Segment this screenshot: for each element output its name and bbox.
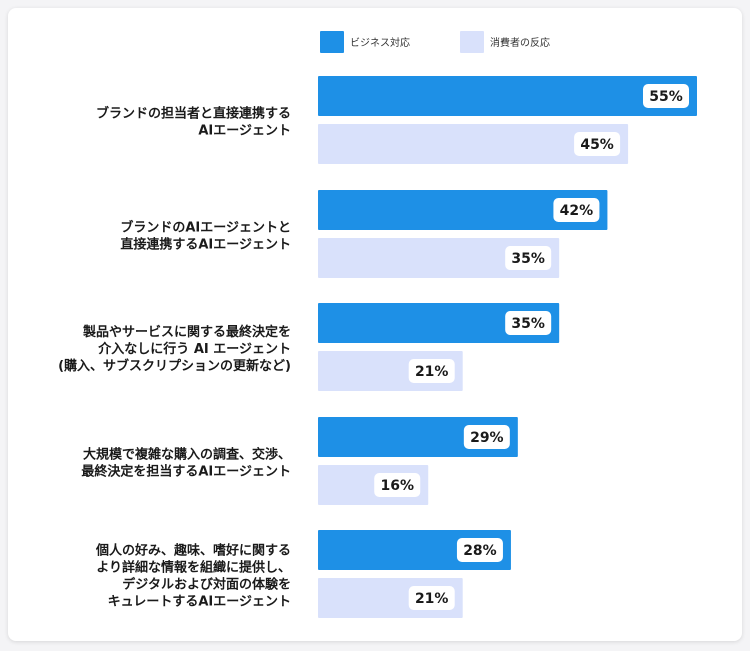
- category-label-5-line-3: デジタルおよび対面の体験を: [122, 577, 291, 593]
- value-label-business-4: 29%: [470, 430, 504, 446]
- category-label-3-line-3: (購入、サブスクリプションの更新など): [58, 358, 291, 374]
- bar-consumer-2: [318, 238, 560, 278]
- value-label-consumer-3: 21%: [415, 364, 449, 380]
- value-badge-business-4: [463, 425, 510, 449]
- category-label-2-line-2: 直接連携するAIエージェント: [120, 237, 291, 253]
- legend-label-1: ビジネス対応: [350, 36, 410, 49]
- category-label-2-line-1: ブランドのAIエージェントと: [120, 220, 291, 236]
- category-label-4-line-2: 最終決定を担当するAIエージェント: [81, 464, 291, 480]
- category-label-4-line-1: 大規模で複雑な購入の調査、交渉、: [83, 447, 291, 463]
- value-badge-consumer-4: [374, 473, 421, 497]
- value-label-consumer-5: 21%: [415, 591, 449, 607]
- value-badge-consumer-2: [505, 246, 552, 270]
- value-label-consumer-1: 45%: [580, 137, 614, 153]
- value-label-consumer-4: 16%: [380, 478, 414, 494]
- value-label-consumer-2: 35%: [511, 251, 545, 267]
- value-label-business-5: 28%: [463, 543, 497, 559]
- value-badge-business-1: [643, 84, 689, 108]
- bar-business-3: [318, 303, 560, 343]
- category-label-5-line-2: より詳細な情報を組織に提供し、: [96, 560, 291, 576]
- value-badge-business-5: [456, 538, 503, 562]
- bar-business-2: [318, 190, 608, 230]
- category-label-1-line-1: ブランドの担当者と直接連携する: [96, 106, 291, 122]
- bar-consumer-1: [318, 124, 629, 164]
- value-badge-consumer-3: [408, 359, 455, 383]
- value-badge-consumer-5: [408, 586, 455, 610]
- value-badge-business-3: [505, 311, 552, 335]
- legend-swatch-1: [320, 31, 344, 53]
- bar-business-1: [318, 76, 697, 116]
- value-label-business-3: 35%: [511, 316, 545, 332]
- legend-swatch-2: [460, 31, 484, 53]
- value-badge-consumer-1: [574, 132, 621, 156]
- value-label-business-2: 42%: [560, 203, 594, 219]
- category-label-5-line-4: キュレートするAIエージェント: [108, 595, 291, 610]
- category-label-5-line-1: 個人の好み、趣味、嗜好に関する: [95, 543, 291, 559]
- category-label-1-line-2: AIエージェント: [198, 124, 291, 139]
- category-label-3-line-2: 介入なしに行う AI エージェント: [97, 341, 291, 357]
- category-label-3-line-1: 製品やサービスに関する最終決定を: [82, 324, 291, 340]
- value-label-business-1: 55%: [649, 89, 683, 105]
- legend-label-2: 消費者の反応: [490, 36, 550, 49]
- value-badge-business-2: [553, 198, 600, 222]
- chart-card: ビジネス対応 消費者の反応ブランドの担当者と直接連携する AIエージェント 55% 45…: [8, 8, 742, 641]
